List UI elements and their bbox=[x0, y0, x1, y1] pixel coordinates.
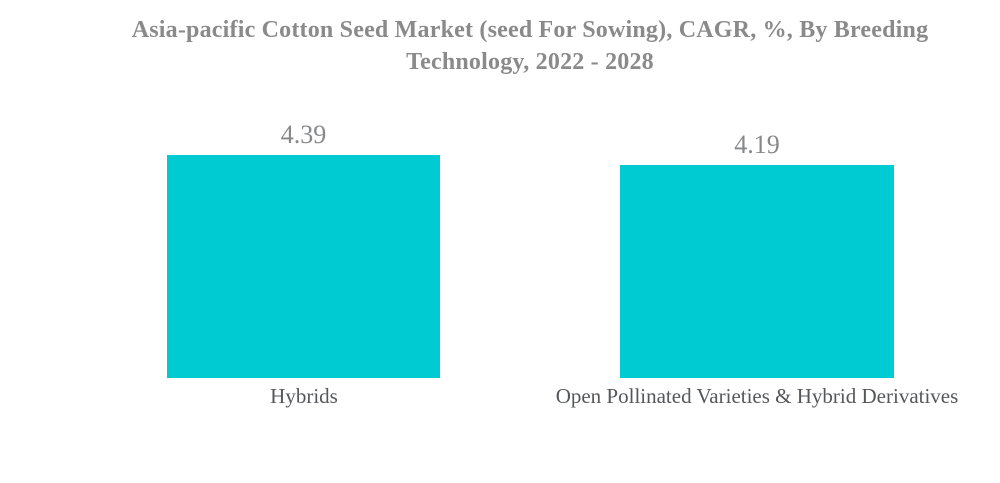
category-label-hybrids: Hybrids bbox=[270, 384, 338, 408]
bar-hybrids bbox=[167, 155, 440, 378]
chart-title: Asia-pacific Cotton Seed Market (seed Fo… bbox=[131, 17, 929, 75]
bar-value-label-hybrids: 4.39 bbox=[280, 120, 327, 149]
bar-value-label-open-pollinated: 4.19 bbox=[734, 130, 780, 159]
bar-open-pollinated bbox=[620, 165, 894, 378]
category-label-open-pollinated: Open Pollinated Varieties & Hybrid Deriv… bbox=[555, 384, 959, 408]
